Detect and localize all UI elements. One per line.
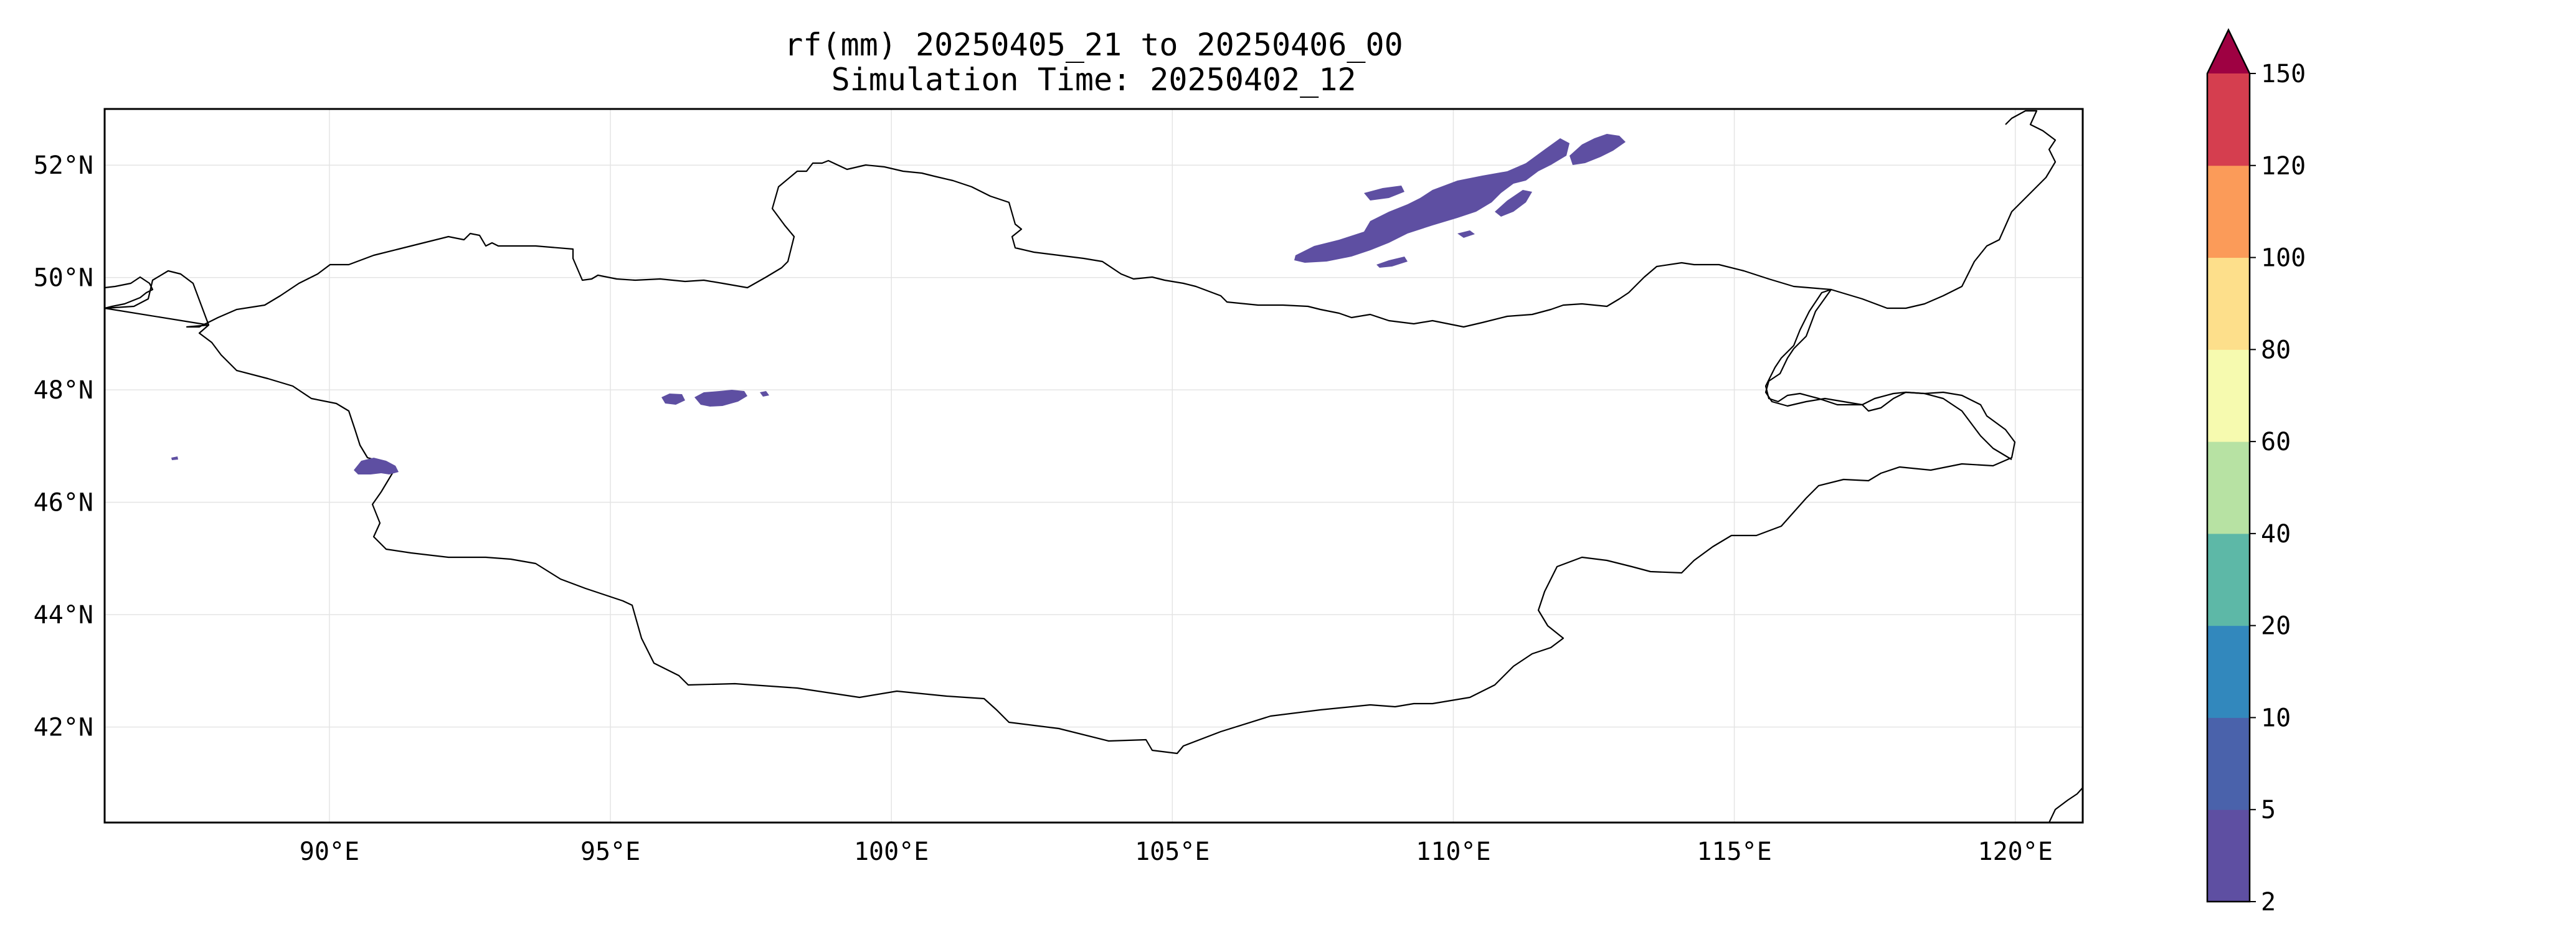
- colorbar-tick-label-3: 20: [2261, 612, 2291, 641]
- lat-tick-label-0: 42°N: [34, 714, 93, 742]
- colorbar-tick-label-6: 80: [2261, 336, 2291, 364]
- lat-tick-label-4: 50°N: [34, 264, 93, 293]
- lon-tick-label-1: 95°E: [580, 837, 640, 866]
- map-frame: [103, 108, 2084, 824]
- gridlines: [105, 109, 2083, 823]
- lat-tick-label-5: 52°N: [34, 151, 93, 180]
- lat-tick-label-2: 46°N: [34, 489, 93, 517]
- colorbar-segment-4: [2207, 441, 2250, 534]
- lon-tick-label-0: 90°E: [300, 837, 359, 866]
- colorbar: 2 5 10 20 40 60 80 100 120 150: [2206, 28, 2306, 917]
- colorbar-tick-label-7: 100: [2261, 244, 2306, 273]
- colorbar-tick-label-0: 2: [2261, 888, 2276, 917]
- map-subtitle: Simulation Time: 20250402_12: [831, 62, 1357, 98]
- precip-area-west-speck: [171, 456, 178, 460]
- colorbar-tick-label-1: 5: [2261, 796, 2276, 824]
- lon-tick-label-6: 120°E: [1978, 837, 2053, 866]
- mongolia-border: [105, 159, 2016, 755]
- precipitation-areas: [171, 134, 1626, 474]
- precip-area-north-east: [1570, 134, 1626, 165]
- colorbar-segment-7: [2207, 165, 2250, 258]
- lon-tick-label-4: 110°E: [1416, 837, 1490, 866]
- colorbar-segment-2: [2207, 625, 2250, 718]
- country-borders: [105, 110, 2083, 823]
- colorbar-outline: [2206, 28, 2251, 903]
- colorbar-segment-3: [2207, 533, 2250, 626]
- korea-coast: [2048, 787, 2083, 823]
- colorbar-segment-5: [2207, 349, 2250, 442]
- lat-tick-label-1: 44°N: [34, 601, 93, 630]
- axis-ticks: 90°E 95°E 100°E 105°E 110°E 115°E 120°E 42°N 44°…: [34, 151, 2053, 866]
- precip-area-north-small-4: [1376, 257, 1408, 268]
- russia-china-border: [1764, 289, 2012, 460]
- lon-tick-label-5: 115°E: [1697, 837, 1771, 866]
- colorbar-tick-label-4: 40: [2261, 520, 2291, 549]
- colorbar-tick-label-5: 60: [2261, 428, 2291, 456]
- lon-tick-label-3: 105°E: [1135, 837, 1210, 866]
- precip-area-central-1: [694, 390, 747, 407]
- colorbar-segment-6: [2207, 257, 2250, 350]
- kazakhstan-china-border: [105, 276, 154, 309]
- precip-area-north-small-2: [1495, 190, 1532, 217]
- precip-area-west: [354, 458, 399, 474]
- colorbar-extend-arrow: [2207, 30, 2250, 73]
- lat-tick-label-3: 48°N: [34, 376, 93, 405]
- russia-china-eastern-border: [1830, 110, 2057, 309]
- map-title: rf(mm) 20250405_21 to 20250406_00: [784, 27, 1403, 63]
- precip-area-north: [1294, 138, 1570, 263]
- colorbar-tick-label-9: 150: [2261, 60, 2306, 88]
- colorbar-segment-1: [2207, 717, 2250, 810]
- colorbar-segment-8: [2207, 73, 2250, 166]
- colorbar-tick-label-2: 10: [2261, 704, 2291, 732]
- precip-area-central-3: [760, 391, 769, 397]
- precip-area-central-2: [661, 394, 685, 405]
- lon-tick-label-2: 100°E: [854, 837, 929, 866]
- precip-area-north-small-3: [1457, 230, 1475, 238]
- colorbar-segment-0: [2207, 809, 2250, 902]
- colorbar-tick-label-8: 120: [2261, 152, 2306, 181]
- precip-area-north-small-1: [1364, 186, 1404, 200]
